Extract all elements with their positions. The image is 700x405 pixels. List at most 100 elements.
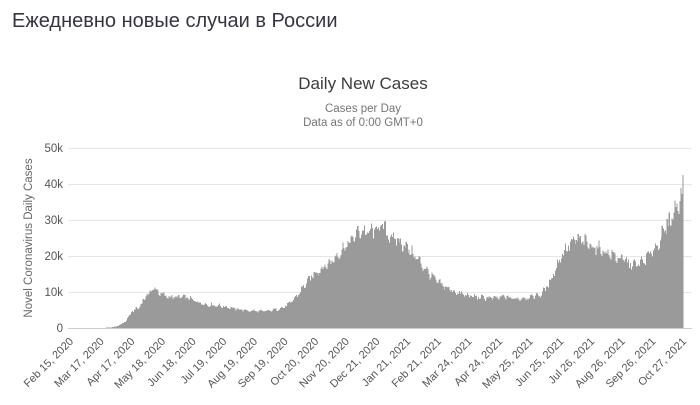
daily-cases-bar[interactable] [163,292,165,328]
daily-cases-bar[interactable] [248,311,250,328]
daily-cases-bar[interactable] [550,280,552,328]
daily-cases-bar[interactable] [560,258,562,328]
daily-cases-bar[interactable] [481,295,483,328]
daily-cases-bar[interactable] [249,312,251,328]
daily-cases-bar[interactable] [645,253,648,328]
daily-cases-bar[interactable] [266,310,268,328]
daily-cases-bar[interactable] [448,287,450,328]
daily-cases-bar[interactable] [308,275,310,328]
daily-cases-bar[interactable] [664,230,666,328]
daily-cases-bar[interactable] [227,307,229,328]
daily-cases-bar[interactable] [453,290,455,328]
daily-cases-bar[interactable] [492,297,494,328]
daily-cases-bar[interactable] [365,234,367,328]
daily-cases-bar[interactable] [483,298,485,328]
daily-cases-bar[interactable] [339,257,341,328]
daily-cases-bar[interactable] [562,255,564,328]
daily-cases-bar[interactable] [374,229,376,328]
daily-cases-bar[interactable] [332,262,334,328]
daily-cases-bar[interactable] [564,243,566,328]
daily-cases-bar[interactable] [533,298,535,328]
daily-cases-bar[interactable] [263,311,265,328]
daily-cases-bar[interactable] [358,231,360,328]
daily-cases-bar[interactable] [342,242,344,328]
daily-cases-bar[interactable] [398,242,400,328]
daily-cases-bar[interactable] [350,236,352,328]
daily-cases-bar[interactable] [255,311,257,328]
daily-cases-bar[interactable] [394,238,396,328]
daily-cases-bar[interactable] [275,308,277,328]
daily-cases-bar[interactable] [152,289,154,328]
daily-cases-bar[interactable] [294,296,297,328]
daily-cases-bar[interactable] [516,298,518,328]
daily-cases-bar[interactable] [234,308,236,328]
daily-cases-bar[interactable] [264,311,266,328]
daily-cases-bar[interactable] [551,277,554,328]
daily-cases-bar[interactable] [682,174,684,328]
daily-cases-bar[interactable] [161,293,163,328]
daily-cases-bar[interactable] [632,266,634,328]
daily-cases-bar[interactable] [444,290,446,328]
daily-cases-bar[interactable] [618,258,620,328]
daily-cases-bar[interactable] [270,311,272,328]
daily-cases-bar[interactable] [668,212,670,328]
daily-cases-bar[interactable] [412,254,414,328]
daily-cases-bar[interactable] [145,296,147,328]
daily-cases-bar[interactable] [292,299,295,328]
daily-cases-bar[interactable] [203,304,206,328]
daily-cases-bar[interactable] [544,287,546,328]
daily-cases-bar[interactable] [476,299,478,328]
daily-cases-bar[interactable] [582,241,584,328]
daily-cases-bar[interactable] [570,239,572,328]
daily-cases-bar[interactable] [303,287,305,328]
daily-cases-bar[interactable] [128,314,130,328]
daily-cases-bar[interactable] [359,238,361,328]
daily-cases-bar[interactable] [554,270,557,328]
daily-cases-bar[interactable] [258,310,260,328]
daily-cases-bar[interactable] [677,211,679,328]
daily-cases-bar[interactable] [157,290,159,328]
daily-cases-bar[interactable] [648,253,650,328]
daily-cases-bar[interactable] [331,260,333,328]
daily-cases-bar[interactable] [385,235,387,328]
daily-cases-bar[interactable] [276,311,278,328]
daily-cases-bar[interactable] [507,295,509,328]
daily-cases-bar[interactable] [623,260,625,328]
daily-cases-bar[interactable] [549,279,551,328]
daily-cases-bar[interactable] [488,296,490,328]
daily-cases-bar[interactable] [407,253,409,328]
daily-cases-bar[interactable] [471,296,473,328]
daily-cases-bar[interactable] [187,297,189,328]
daily-cases-bar[interactable] [452,292,454,328]
daily-cases-bar[interactable] [251,310,253,328]
daily-cases-bar[interactable] [654,243,656,328]
daily-cases-bar[interactable] [280,308,282,328]
daily-cases-bar[interactable] [534,298,536,328]
daily-cases-bar[interactable] [167,298,169,328]
daily-cases-bar[interactable] [335,255,337,328]
daily-cases-bar[interactable] [143,299,145,328]
daily-cases-bar[interactable] [595,255,597,328]
daily-cases-bar[interactable] [463,294,465,328]
daily-cases-bar[interactable] [430,277,432,328]
daily-cases-bar[interactable] [116,326,119,328]
daily-cases-bar[interactable] [408,249,410,328]
daily-cases-bar[interactable] [621,254,623,328]
daily-cases-bar[interactable] [594,247,596,328]
daily-cases-bar[interactable] [313,272,315,328]
daily-cases-bar[interactable] [396,238,398,328]
daily-cases-bar[interactable] [281,307,283,328]
daily-cases-bar[interactable] [636,266,638,328]
daily-cases-bar[interactable] [166,298,168,328]
daily-cases-bar[interactable] [307,276,309,328]
daily-cases-bar[interactable] [381,224,384,328]
daily-cases-bar[interactable] [293,297,296,328]
daily-cases-bar[interactable] [236,308,238,328]
daily-cases-bar[interactable] [502,294,504,328]
daily-cases-bar[interactable] [135,307,137,328]
daily-cases-bar[interactable] [401,251,403,328]
daily-cases-bar[interactable] [346,247,348,328]
daily-cases-bar[interactable] [188,299,190,328]
daily-cases-bar[interactable] [212,305,214,328]
daily-cases-bar[interactable] [299,291,301,328]
